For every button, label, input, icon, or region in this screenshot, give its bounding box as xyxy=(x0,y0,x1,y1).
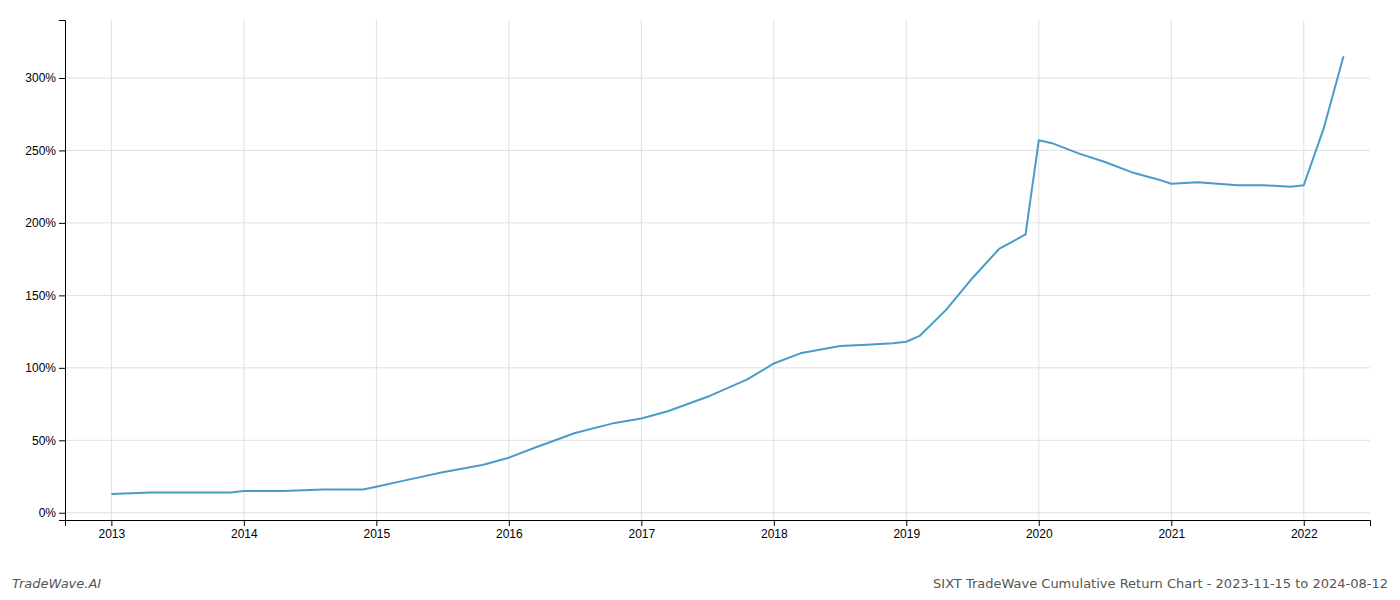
grid-line-x xyxy=(1038,20,1039,520)
x-tick-mark xyxy=(376,520,377,526)
grid-line-y xyxy=(65,222,1370,223)
x-tick-label: 2018 xyxy=(761,527,788,541)
y-tick-label: 200% xyxy=(25,216,56,230)
grid xyxy=(65,20,1370,520)
grid-line-y xyxy=(65,295,1370,296)
x-tick-label: 2017 xyxy=(628,527,655,541)
x-tick: 2019 xyxy=(893,520,920,541)
x-tick-label: 2022 xyxy=(1291,527,1318,541)
x-tick-label: 2019 xyxy=(893,527,920,541)
x-tick-mark xyxy=(509,520,510,526)
x-tick-label: 2014 xyxy=(231,527,258,541)
chart: 2013 2014 2015 2016 2017 2018 2019 2020 2021 2022… xyxy=(0,0,1400,600)
y-tick-mark xyxy=(59,513,65,514)
grid-line-x xyxy=(508,20,509,520)
y-tick: 100% xyxy=(25,361,65,375)
x-axis-line xyxy=(66,521,1371,527)
y-tick: 200% xyxy=(25,216,65,230)
y-tick-mark xyxy=(59,440,65,441)
marks xyxy=(111,56,1343,494)
y-tick-mark xyxy=(59,295,65,296)
x-tick-mark xyxy=(774,520,775,526)
x-tick: 2014 xyxy=(231,520,258,541)
y-axis: 0% 50% 100% 150% 200% 250% 300% xyxy=(25,21,65,521)
x-tick-mark xyxy=(641,520,642,526)
x-tick: 2013 xyxy=(99,520,126,541)
title: SIXT TradeWave Cumulative Return Chart -… xyxy=(933,576,1388,591)
y-tick-label: 300% xyxy=(25,71,56,85)
grid-line-x xyxy=(111,20,112,520)
x-tick-mark xyxy=(1304,520,1305,526)
y-tick-mark xyxy=(59,150,65,151)
grid-line-x xyxy=(1171,20,1172,520)
x-tick: 2016 xyxy=(496,520,523,541)
x-tick-label: 2021 xyxy=(1158,527,1185,541)
x-tick: 2020 xyxy=(1026,520,1053,541)
y-tick-label: 100% xyxy=(25,361,56,375)
x-tick: 2018 xyxy=(761,520,788,541)
grid-line-x xyxy=(243,20,244,520)
x-tick: 2017 xyxy=(628,520,655,541)
grid-line-x xyxy=(773,20,774,520)
grid-line-y xyxy=(65,440,1370,441)
grid-line-x xyxy=(1303,20,1304,520)
y-tick-mark xyxy=(59,368,65,369)
x-tick-mark xyxy=(111,520,112,526)
x-tick-mark xyxy=(244,520,245,526)
grid-line-x xyxy=(906,20,907,520)
y-tick-label: 250% xyxy=(25,144,56,158)
y-tick-label: 0% xyxy=(39,506,57,520)
x-tick-label: 2020 xyxy=(1026,527,1053,541)
grid-line-y xyxy=(65,150,1370,151)
watermark: TradeWave.AI xyxy=(12,576,101,591)
plot-area: 2013 2014 2015 2016 2017 2018 2019 2020 2021 2022… xyxy=(25,20,1370,541)
y-tick: 0% xyxy=(39,506,65,520)
y-tick-mark xyxy=(59,78,65,79)
y-tick: 50% xyxy=(32,434,65,448)
grid-line-x xyxy=(376,20,377,520)
x-tick: 2022 xyxy=(1291,520,1318,541)
x-tick-label: 2013 xyxy=(99,527,126,541)
x-tick: 2021 xyxy=(1158,520,1185,541)
x-tick-mark xyxy=(1039,520,1040,526)
grid-line-x xyxy=(641,20,642,520)
y-tick-label: 150% xyxy=(25,289,56,303)
y-axis-line xyxy=(59,21,66,521)
x-tick-label: 2016 xyxy=(496,527,523,541)
grid-line-y xyxy=(65,77,1370,78)
x-tick-label: 2015 xyxy=(363,527,390,541)
y-tick-mark xyxy=(59,223,65,224)
y-tick: 150% xyxy=(25,289,65,303)
x-tick-mark xyxy=(906,520,907,526)
y-tick: 300% xyxy=(25,71,65,85)
y-tick-label: 50% xyxy=(32,434,56,448)
grid-line-y xyxy=(65,512,1370,513)
grid-line-y xyxy=(65,367,1370,368)
x-axis: 2013 2014 2015 2016 2017 2018 2019 2020 2021 2022 xyxy=(66,520,1371,541)
x-tick: 2015 xyxy=(363,520,390,541)
line xyxy=(111,56,1343,494)
y-tick: 250% xyxy=(25,144,65,158)
x-tick-mark xyxy=(1171,520,1172,526)
